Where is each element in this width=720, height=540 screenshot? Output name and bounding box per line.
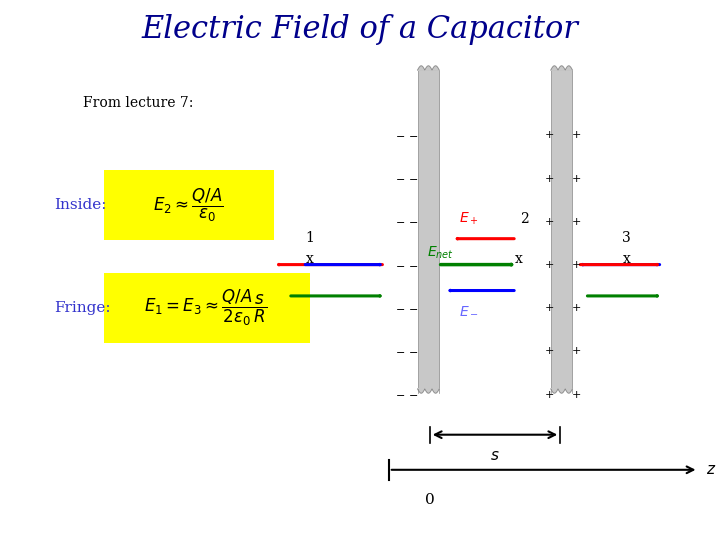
Text: $+$: $+$ [571, 130, 581, 140]
Text: $E_2 \approx \dfrac{Q/A}{\varepsilon_0}$: $E_2 \approx \dfrac{Q/A}{\varepsilon_0}$ [153, 187, 224, 224]
Text: $-$: $-$ [395, 173, 405, 183]
Text: $-$: $-$ [408, 217, 418, 226]
Text: 2: 2 [521, 212, 529, 226]
Text: x: x [306, 252, 313, 266]
Text: $-$: $-$ [395, 217, 405, 226]
Text: $+$: $+$ [571, 389, 581, 400]
Text: $+$: $+$ [544, 302, 554, 313]
Polygon shape [418, 389, 439, 393]
Text: $-$: $-$ [408, 173, 418, 183]
Text: $s$: $s$ [490, 449, 500, 463]
Text: $+$: $+$ [571, 216, 581, 227]
Text: $-$: $-$ [408, 303, 418, 313]
Polygon shape [551, 66, 572, 70]
Text: From lecture 7:: From lecture 7: [83, 96, 193, 110]
Text: x: x [515, 252, 522, 266]
Text: 1: 1 [305, 231, 314, 245]
Text: $+$: $+$ [544, 130, 554, 140]
Text: Electric Field of a Capacitor: Electric Field of a Capacitor [142, 14, 578, 45]
Text: x: x [623, 252, 630, 266]
Bar [551, 70, 572, 389]
Text: Fringe:: Fringe: [54, 301, 111, 315]
Polygon shape [551, 389, 572, 393]
Text: $+$: $+$ [544, 216, 554, 227]
Text: $+$: $+$ [544, 173, 554, 184]
Text: $+$: $+$ [544, 346, 554, 356]
Text: $-$: $-$ [408, 346, 418, 356]
Bar [104, 170, 274, 240]
Text: $-$: $-$ [395, 260, 405, 269]
Text: $-$: $-$ [395, 346, 405, 356]
Text: $E_1 = E_3 \approx \dfrac{Q/A}{2\varepsilon_0}\dfrac{s}{R}$: $E_1 = E_3 \approx \dfrac{Q/A}{2\varepsi… [143, 288, 267, 328]
Text: $E_-$: $E_-$ [459, 303, 479, 318]
Text: $E_{net}$: $E_{net}$ [427, 245, 454, 261]
Text: $+$: $+$ [544, 389, 554, 400]
Bar [418, 70, 439, 389]
Text: $E_+$: $E_+$ [459, 211, 479, 227]
Text: 0: 0 [425, 492, 435, 507]
Text: $+$: $+$ [544, 259, 554, 270]
Text: $+$: $+$ [571, 259, 581, 270]
Polygon shape [418, 66, 439, 70]
Text: $+$: $+$ [571, 173, 581, 184]
Text: $-$: $-$ [408, 389, 418, 399]
Text: $+$: $+$ [571, 346, 581, 356]
Text: $-$: $-$ [395, 389, 405, 399]
Text: $z$: $z$ [706, 463, 716, 477]
Text: $-$: $-$ [395, 303, 405, 313]
Text: $-$: $-$ [408, 260, 418, 269]
Text: 3: 3 [622, 231, 631, 245]
Text: $-$: $-$ [395, 130, 405, 140]
Text: $+$: $+$ [571, 302, 581, 313]
Bar [104, 273, 310, 343]
Text: Inside:: Inside: [54, 198, 107, 212]
Text: $-$: $-$ [408, 130, 418, 140]
